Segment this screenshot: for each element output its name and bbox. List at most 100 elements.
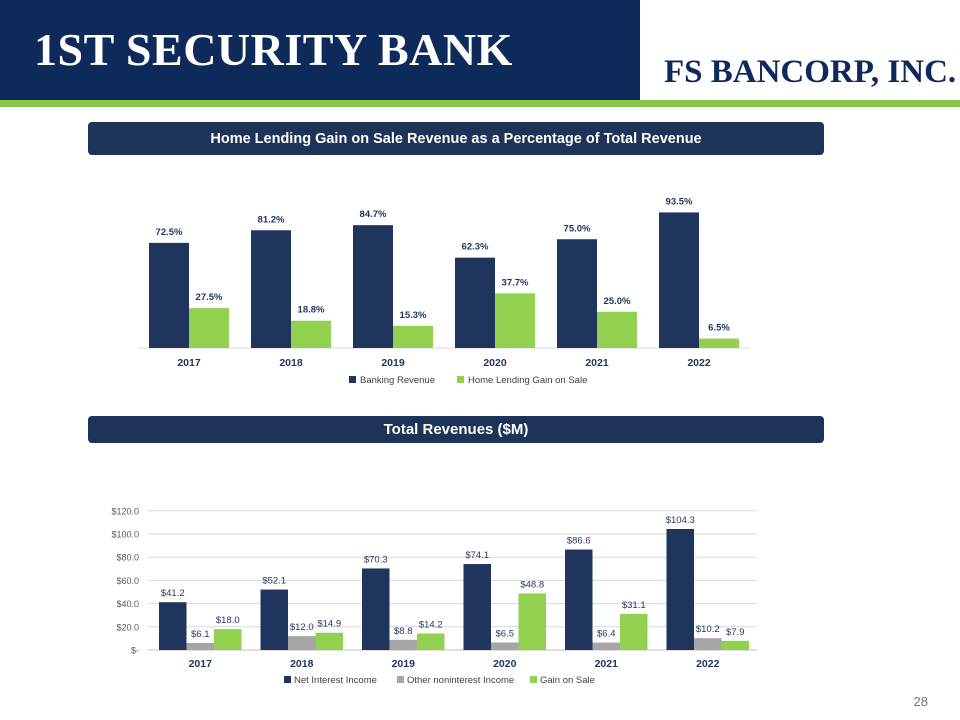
chart2-data-label: $12.0	[290, 622, 314, 633]
chart2-y-tick-label: $120.0	[111, 506, 139, 516]
chart1-legend-label: Home Lending Gain on Sale	[468, 375, 587, 386]
header-stripe	[0, 100, 960, 107]
chart2-data-label: $8.8	[394, 626, 413, 637]
chart1-bar-banking-revenue	[251, 230, 291, 348]
chart2-legend-swatch-net-interest-income	[284, 676, 291, 683]
chart2-x-tick-label: 2017	[189, 658, 213, 670]
chart1-title-bar: Home Lending Gain on Sale Revenue as a P…	[88, 122, 824, 155]
chart1-bar-banking-revenue	[557, 239, 597, 348]
chart1-data-label: 62.3%	[462, 242, 489, 253]
chart1-bar-home-lending-gain-on-sale	[495, 293, 535, 348]
chart2-data-label: $6.1	[191, 629, 210, 640]
chart1-bar-home-lending-gain-on-sale	[393, 325, 433, 348]
chart1-x-tick-label: 2021	[585, 357, 609, 369]
chart2-data-label: $14.2	[419, 620, 443, 631]
chart2-y-tick-label: $100.0	[111, 530, 139, 540]
chart1-legend-swatch-home-lending-gain-on-sale	[457, 376, 464, 383]
chart2-data-label: $41.2	[161, 588, 185, 599]
chart2-y-tick-label: $60.0	[116, 576, 139, 586]
chart1-bar-banking-revenue	[659, 212, 699, 348]
chart2-bar-gain-on-sale	[620, 613, 648, 650]
chart2-data-label: $6.5	[496, 628, 515, 639]
chart1-bar-banking-revenue	[353, 225, 393, 348]
chart2-bar-gain-on-sale	[214, 629, 242, 650]
bank-logo: 1ST SECURITY BANK	[34, 24, 513, 75]
parent-company-logo: FS BANCORP, INC.	[664, 54, 957, 90]
chart2-data-label: $70.3	[364, 554, 388, 565]
chart1-data-label: 81.2%	[258, 214, 285, 225]
chart2-data-label: $6.4	[597, 629, 616, 640]
chart1-data-label: 27.5%	[196, 292, 223, 303]
chart2-bar-other-noninterest-income	[592, 642, 620, 650]
chart2-x-tick-label: 2018	[290, 658, 314, 670]
chart2-bar-gain-on-sale	[417, 633, 445, 650]
chart2-data-label: $48.8	[520, 579, 544, 590]
chart2-bar-net-interest-income	[666, 529, 694, 650]
chart2-bar-other-noninterest-income	[491, 642, 519, 650]
chart2-x-tick-label: 2020	[493, 658, 517, 670]
chart2-legend-label: Other noninterest Income	[407, 675, 514, 686]
chart1-bar-banking-revenue	[149, 242, 189, 348]
chart2-x-tick-label: 2021	[595, 658, 619, 670]
chart2-legend-label: Net Interest Income	[294, 675, 377, 686]
chart1-bar-banking-revenue	[455, 257, 495, 348]
chart2-bar-other-noninterest-income	[694, 638, 722, 650]
header-logo-area	[640, 0, 960, 100]
chart1-legend-swatch-banking-revenue	[349, 376, 356, 383]
chart2-bar-net-interest-income	[260, 589, 288, 650]
chart1-bar-home-lending-gain-on-sale	[699, 338, 739, 348]
chart2-bar-gain-on-sale	[518, 593, 546, 650]
chart1-data-label: 18.8%	[298, 305, 325, 316]
chart2-y-tick-label: $40.0	[116, 599, 139, 609]
chart2-bar-net-interest-income	[159, 602, 187, 650]
chart2-y-tick-label: $80.0	[116, 553, 139, 563]
chart2-data-label: $31.1	[622, 600, 646, 611]
chart2-bar-other-noninterest-income	[389, 639, 417, 650]
chart2-x-tick-label: 2019	[392, 658, 416, 670]
chart2-y-tick-label: $-	[131, 646, 139, 656]
chart1-data-label: 15.3%	[400, 310, 427, 321]
chart2-bar-gain-on-sale	[721, 640, 749, 650]
chart2-bar-other-noninterest-income	[186, 642, 214, 650]
chart2-legend-label: Gain on Sale	[540, 675, 595, 686]
chart2-x-tick-label: 2022	[696, 658, 720, 670]
chart2-legend-swatch-gain-on-sale	[530, 676, 537, 683]
chart2-data-label: $14.9	[317, 619, 341, 630]
chart2-legend-swatch-other-noninterest-income	[397, 676, 404, 683]
chart1-data-label: 84.7%	[360, 209, 387, 220]
chart2-bar-net-interest-income	[565, 549, 593, 650]
chart1-legend-label: Banking Revenue	[360, 375, 435, 386]
chart1-data-label: 75.0%	[564, 223, 591, 234]
chart2-data-label: $10.2	[696, 624, 720, 635]
header-banner	[0, 0, 640, 100]
chart1-data-label: 25.0%	[604, 296, 631, 307]
chart1-x-tick-label: 2019	[381, 357, 405, 369]
chart1-bar-home-lending-gain-on-sale	[291, 320, 331, 348]
chart1-data-label: 72.5%	[156, 227, 183, 238]
chart2-bar-gain-on-sale	[315, 632, 343, 650]
chart2-data-label: $18.0	[216, 615, 240, 626]
chart1-data-label: 93.5%	[666, 196, 693, 207]
chart1-bar-home-lending-gain-on-sale	[189, 308, 229, 348]
page-number: 28	[913, 694, 928, 709]
chart2-title: Total Revenues ($M)	[383, 421, 529, 438]
chart2-data-label: $52.1	[262, 576, 286, 587]
chart2-bar-net-interest-income	[463, 564, 491, 650]
chart1-x-tick-label: 2022	[687, 357, 711, 369]
chart1-x-tick-label: 2017	[177, 357, 201, 369]
chart2-data-label: $74.1	[465, 550, 489, 561]
chart2-y-tick-label: $20.0	[116, 622, 139, 632]
chart2-title-bar: Total Revenues ($M)	[88, 416, 824, 443]
chart2-data-label: $7.9	[726, 627, 745, 638]
chart1-bar-home-lending-gain-on-sale	[597, 311, 637, 348]
chart1-title: Home Lending Gain on Sale Revenue as a P…	[210, 130, 702, 147]
chart2-data-label: $104.3	[666, 515, 695, 526]
chart1-data-label: 37.7%	[502, 277, 529, 288]
chart2-bar-other-noninterest-income	[288, 636, 316, 650]
chart2-data-label: $86.6	[567, 536, 591, 547]
chart1-data-label: 6.5%	[708, 323, 730, 334]
chart1-x-tick-label: 2020	[483, 357, 507, 369]
chart2-bar-net-interest-income	[362, 568, 390, 650]
chart1-x-tick-label: 2018	[279, 357, 303, 369]
